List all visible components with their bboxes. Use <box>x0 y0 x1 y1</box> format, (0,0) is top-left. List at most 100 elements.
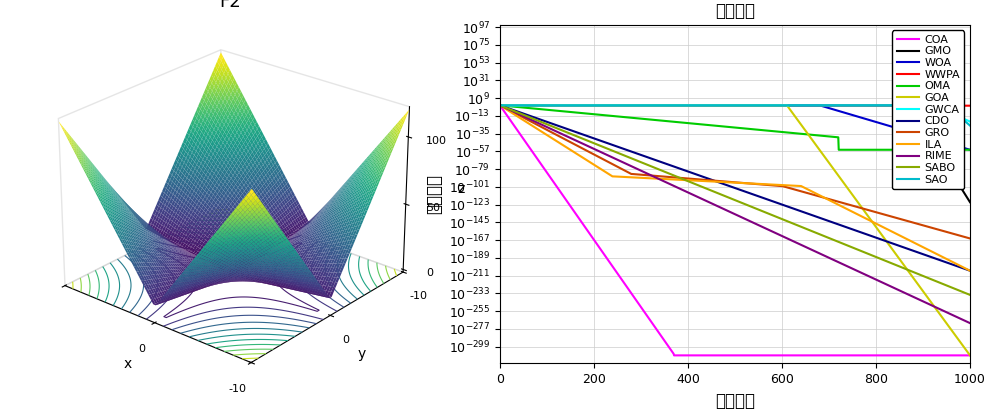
OMA <box>861 147 873 152</box>
CDO <box>494 103 506 108</box>
SAO <box>964 123 976 128</box>
SAO <box>869 103 881 108</box>
GWCA <box>701 103 713 108</box>
Line: GRO: GRO <box>500 105 970 238</box>
ILA <box>701 179 713 184</box>
Line: OMA: OMA <box>500 105 970 150</box>
Line: RIME: RIME <box>500 105 970 323</box>
CDO <box>817 216 829 221</box>
WOA <box>701 103 713 108</box>
ILA <box>817 195 829 199</box>
ILA <box>964 268 976 273</box>
CDO <box>869 235 881 240</box>
RIME <box>817 252 829 257</box>
RIME <box>860 273 872 278</box>
X-axis label: x: x <box>124 358 132 371</box>
SABO <box>964 292 976 297</box>
GMO <box>494 103 506 108</box>
SAO <box>860 103 872 108</box>
RIME <box>494 103 506 108</box>
Y-axis label: 适应度值: 适应度值 <box>425 174 443 214</box>
Line: GMO: GMO <box>500 105 970 202</box>
GRO <box>817 195 829 200</box>
COA <box>668 353 680 358</box>
Line: SABO: SABO <box>500 105 970 295</box>
GRO <box>701 178 713 183</box>
OMA <box>684 121 696 126</box>
X-axis label: 迭代次数: 迭代次数 <box>715 392 755 410</box>
CDO <box>701 176 713 180</box>
WOA <box>817 104 829 109</box>
GWCA <box>684 103 696 108</box>
GRO <box>494 103 506 108</box>
WOA <box>964 147 976 152</box>
Line: ILA: ILA <box>500 105 970 271</box>
GOA <box>817 152 829 157</box>
Title: F2: F2 <box>219 0 241 11</box>
RIME <box>542 125 554 130</box>
COA <box>685 353 697 358</box>
OMA <box>964 147 976 152</box>
Line: WOA: WOA <box>500 105 970 150</box>
SABO <box>542 122 554 127</box>
GMO <box>684 103 696 108</box>
GWCA <box>542 103 554 108</box>
GOA <box>964 353 976 358</box>
SABO <box>817 233 829 238</box>
SABO <box>869 254 881 259</box>
SAO <box>701 103 713 108</box>
SAO <box>494 103 506 108</box>
WWPA <box>817 103 829 108</box>
GRO <box>964 236 976 241</box>
GMO <box>701 103 713 108</box>
COA <box>869 353 881 358</box>
SAO <box>542 103 554 108</box>
COA <box>964 353 976 358</box>
COA <box>494 103 506 108</box>
GMO <box>869 103 881 108</box>
COA <box>701 353 713 358</box>
GWCA <box>860 103 872 108</box>
WWPA <box>964 103 976 108</box>
Line: SAO: SAO <box>500 105 970 126</box>
ILA <box>860 216 872 221</box>
OMA <box>817 133 829 138</box>
WWPA <box>684 103 696 108</box>
RIME <box>964 320 976 325</box>
GRO <box>860 207 872 212</box>
SABO <box>684 180 696 185</box>
CDO <box>542 120 554 125</box>
WOA <box>684 103 696 108</box>
RIME <box>684 191 696 196</box>
GOA <box>701 103 713 108</box>
Title: 收敛曲线: 收敛曲线 <box>715 2 755 21</box>
GOA <box>860 211 872 216</box>
SABO <box>494 103 506 108</box>
COA <box>542 171 554 176</box>
Legend: COA, GMO, WOA, WWPA, OMA, GOA, GWCA, CDO, GRO, ILA, RIME, SABO, SAO: COA, GMO, WOA, WWPA, OMA, GOA, GWCA, CDO… <box>892 30 964 189</box>
ILA <box>684 178 696 183</box>
GRO <box>869 209 881 214</box>
WWPA <box>542 103 554 108</box>
CDO <box>860 232 872 237</box>
GRO <box>684 176 696 181</box>
GWCA <box>869 103 881 108</box>
COA <box>817 353 829 358</box>
Line: GOA: GOA <box>500 105 970 355</box>
OMA <box>542 107 554 112</box>
WWPA <box>860 103 872 108</box>
GRO <box>542 128 554 133</box>
GMO <box>964 200 976 205</box>
GOA <box>869 223 881 228</box>
GWCA <box>817 103 829 108</box>
WOA <box>869 119 881 124</box>
CDO <box>964 268 976 273</box>
WOA <box>542 103 554 108</box>
CDO <box>684 170 696 175</box>
RIME <box>869 277 881 282</box>
ILA <box>542 133 554 138</box>
GMO <box>817 103 829 108</box>
OMA <box>701 122 713 127</box>
WOA <box>860 117 872 122</box>
COA <box>861 353 873 358</box>
